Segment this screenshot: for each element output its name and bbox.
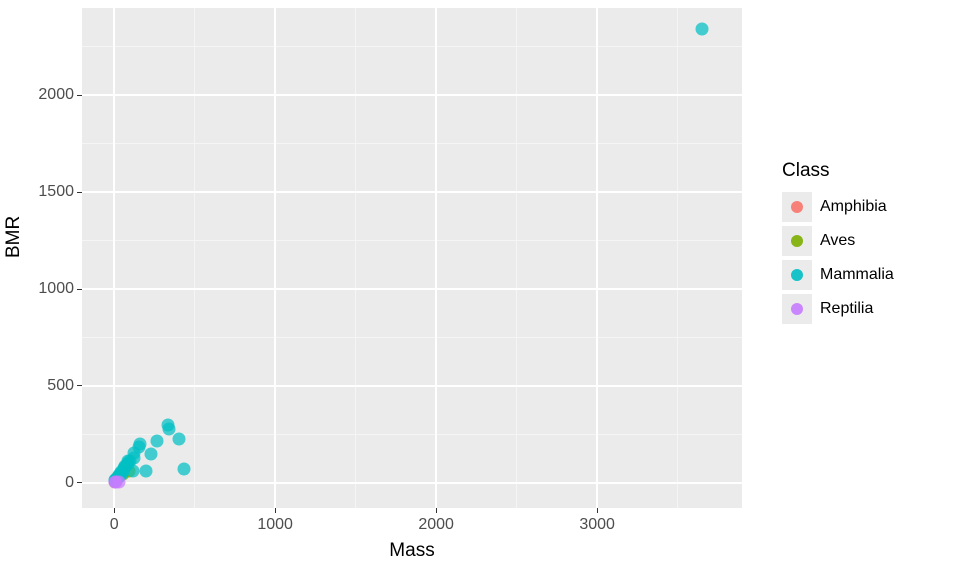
y-tick-mark: [77, 289, 82, 290]
data-point: [126, 465, 139, 478]
grid-major-h: [82, 288, 742, 290]
data-point: [145, 447, 158, 460]
grid-major-h: [82, 94, 742, 96]
legend-swatch: [782, 294, 812, 324]
legend-item: Mammalia: [782, 260, 894, 290]
legend-swatch: [782, 260, 812, 290]
legend-dot-icon: [791, 269, 803, 281]
data-point: [695, 23, 708, 36]
y-tick-label: 1000: [38, 280, 74, 298]
y-tick-mark: [77, 192, 82, 193]
x-tick-mark: [114, 508, 115, 513]
data-point: [139, 465, 152, 478]
data-point: [162, 422, 175, 435]
x-tick-mark: [436, 508, 437, 513]
y-tick-mark: [77, 385, 82, 386]
legend: Class Amphibia Aves Mammalia Reptilia: [782, 160, 894, 324]
y-tick-label: 500: [47, 377, 74, 395]
y-tick-label: 2000: [38, 86, 74, 104]
grid-minor-h: [82, 143, 742, 144]
scatter-figure: Mass BMR Class Amphibia Aves Mammalia Repti…: [0, 0, 960, 576]
grid-major-h: [82, 482, 742, 484]
grid-major-v: [274, 8, 276, 508]
data-point: [113, 476, 126, 489]
x-tick-mark: [275, 508, 276, 513]
legend-item: Amphibia: [782, 192, 894, 222]
data-point: [150, 435, 163, 448]
legend-swatch: [782, 226, 812, 256]
legend-item: Reptilia: [782, 294, 894, 324]
legend-label: Reptilia: [820, 300, 873, 318]
x-tick-label: 1000: [257, 516, 293, 534]
legend-swatch: [782, 192, 812, 222]
y-tick-mark: [77, 95, 82, 96]
plot-panel: [82, 8, 742, 508]
legend-label: Amphibia: [820, 198, 887, 216]
legend-dot-icon: [791, 201, 803, 213]
legend-label: Aves: [820, 232, 855, 250]
x-tick-label: 3000: [579, 516, 615, 534]
grid-minor-h: [82, 240, 742, 241]
data-point: [178, 463, 191, 476]
legend-dot-icon: [791, 235, 803, 247]
legend-items: Amphibia Aves Mammalia Reptilia: [782, 192, 894, 324]
x-tick-label: 2000: [418, 516, 454, 534]
x-axis-title: Mass: [389, 540, 434, 562]
legend-title: Class: [782, 160, 894, 182]
x-tick-mark: [597, 508, 598, 513]
grid-minor-h: [82, 46, 742, 47]
y-axis-title: BMR: [3, 216, 25, 258]
data-point: [133, 438, 146, 451]
grid-major-h: [82, 385, 742, 387]
legend-item: Aves: [782, 226, 894, 256]
data-point: [173, 433, 186, 446]
grid-major-v: [596, 8, 598, 508]
grid-major-h: [82, 191, 742, 193]
y-tick-mark: [77, 482, 82, 483]
y-tick-label: 1500: [38, 183, 74, 201]
grid-major-v: [435, 8, 437, 508]
x-tick-label: 0: [110, 516, 119, 534]
legend-label: Mammalia: [820, 266, 894, 284]
grid-major-v: [113, 8, 115, 508]
y-tick-label: 0: [65, 474, 74, 492]
legend-dot-icon: [791, 303, 803, 315]
grid-minor-h: [82, 337, 742, 338]
